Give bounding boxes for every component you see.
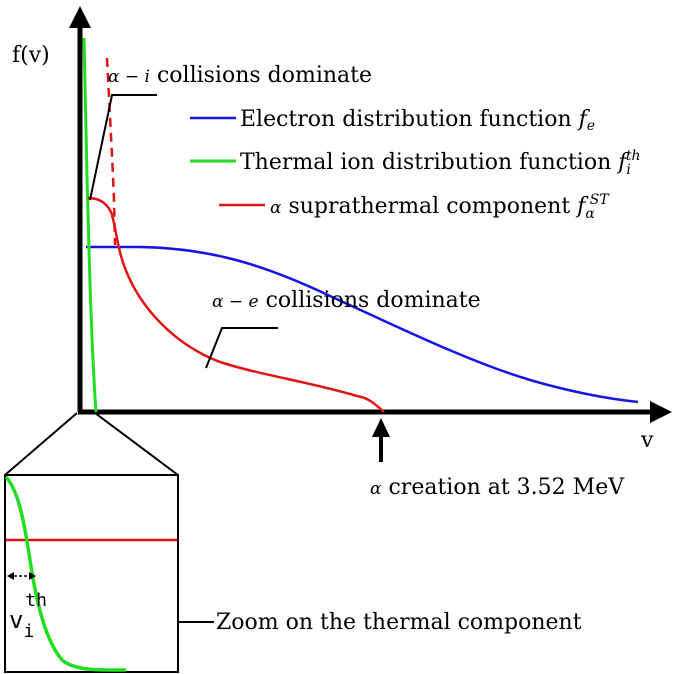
y-axis-label: f(v) <box>12 43 50 68</box>
alpha-i-leader-line <box>89 94 157 201</box>
x-axis-arrowhead <box>650 401 672 423</box>
suprathermal-curve <box>87 196 385 413</box>
x-axis-label: v <box>640 428 654 453</box>
legend-label-thermal-ion: Thermal ion distribution function fith <box>240 148 641 178</box>
zoom-inset: vith <box>4 474 179 673</box>
zoom-connector-right <box>94 412 179 476</box>
inset-width-arrow-left-icon <box>7 572 14 580</box>
inset-thermal-ion-curve <box>4 475 127 672</box>
legend-item-suprathermal: α suprathermal component fαST <box>219 192 610 222</box>
suprathermal-dashed-curve <box>105 57 117 246</box>
thermal-ion-curve <box>82 37 98 413</box>
creation-arrow-icon <box>372 418 390 437</box>
inset-vi-th-label: vith <box>9 590 47 642</box>
legend-item-electron: Electron distribution function fe <box>190 107 595 134</box>
y-axis-arrowhead <box>69 6 91 28</box>
alpha-e-annotation: α − e collisions dominate <box>212 288 481 313</box>
legend-label-suprathermal: α suprathermal component fαST <box>270 192 610 222</box>
alpha-i-annotation: α − i collisions dominate <box>108 63 372 88</box>
electron-distribution-curve <box>86 245 639 404</box>
legend: Electron distribution function fe Therma… <box>190 107 641 222</box>
alpha-e-leader-line <box>205 327 278 369</box>
zoom-annotation: Zoom on the thermal component <box>216 610 582 635</box>
creation-annotation: α creation at 3.52 MeV <box>370 475 625 500</box>
zoom-connector-left <box>4 412 78 476</box>
legend-item-thermal-ion: Thermal ion distribution function fith <box>190 148 641 178</box>
inset-width-arrow-right-icon <box>29 572 36 580</box>
legend-label-electron: Electron distribution function fe <box>240 107 595 134</box>
